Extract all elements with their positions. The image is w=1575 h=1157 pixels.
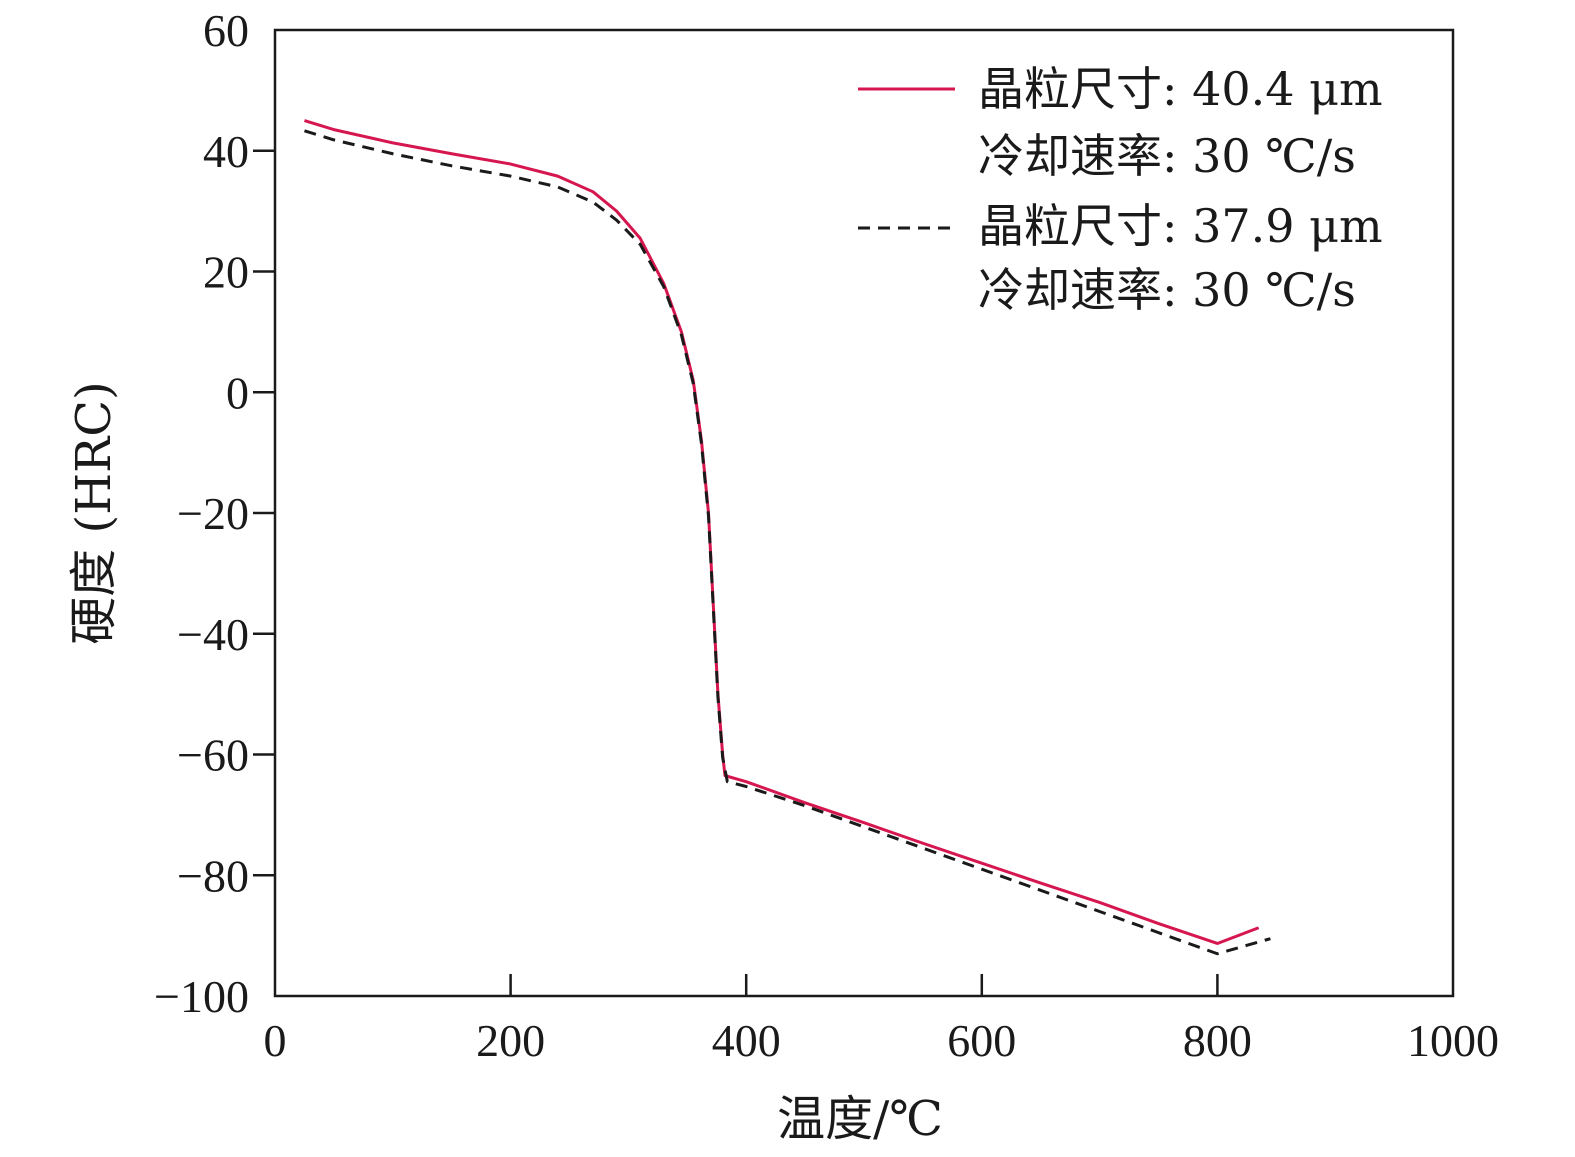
legend-label-1-line1: 晶粒尺寸: 40.4 μm	[978, 62, 1383, 116]
y-tick-label: −20	[177, 488, 249, 539]
axis-tick-labels: 0 200 400 600 800 1000 −100 −80 −60 −40 −20 0 20 40 60	[154, 5, 1499, 1066]
series-line-2	[304, 129, 1271, 956]
y-tick-label: −60	[177, 730, 249, 781]
y-tick-label: 60	[203, 5, 249, 56]
legend-label-2-line1: 晶粒尺寸: 37.9 μm	[978, 199, 1383, 253]
legend-label-2-line2: 冷却速率: 30 ℃/s	[978, 263, 1356, 317]
x-tick-label: 800	[1183, 1015, 1252, 1066]
y-tick-label: −80	[177, 850, 249, 901]
axis-ticks	[253, 149, 1219, 996]
y-tick-label: 40	[203, 126, 249, 177]
x-tick-label: 1000	[1407, 1015, 1499, 1066]
legend: 晶粒尺寸: 40.4 μm 冷却速率: 30 ℃/s 晶粒尺寸: 37.9 μm…	[858, 62, 1383, 317]
x-tick-label: 200	[476, 1015, 545, 1066]
y-tick-label: −100	[154, 971, 249, 1022]
y-axis-title: 硬度 (HRC)	[66, 381, 122, 644]
y-tick-label: 20	[203, 247, 249, 298]
x-tick-label: 400	[712, 1015, 781, 1066]
x-tick-label: 600	[947, 1015, 1016, 1066]
x-axis-title: 温度/℃	[777, 1091, 943, 1147]
series-layer	[304, 119, 1271, 956]
y-tick-label: 0	[226, 367, 249, 418]
x-tick-label: 0	[264, 1015, 287, 1066]
legend-label-1-line2: 冷却速率: 30 ℃/s	[978, 129, 1356, 183]
y-tick-label: −40	[177, 609, 249, 660]
